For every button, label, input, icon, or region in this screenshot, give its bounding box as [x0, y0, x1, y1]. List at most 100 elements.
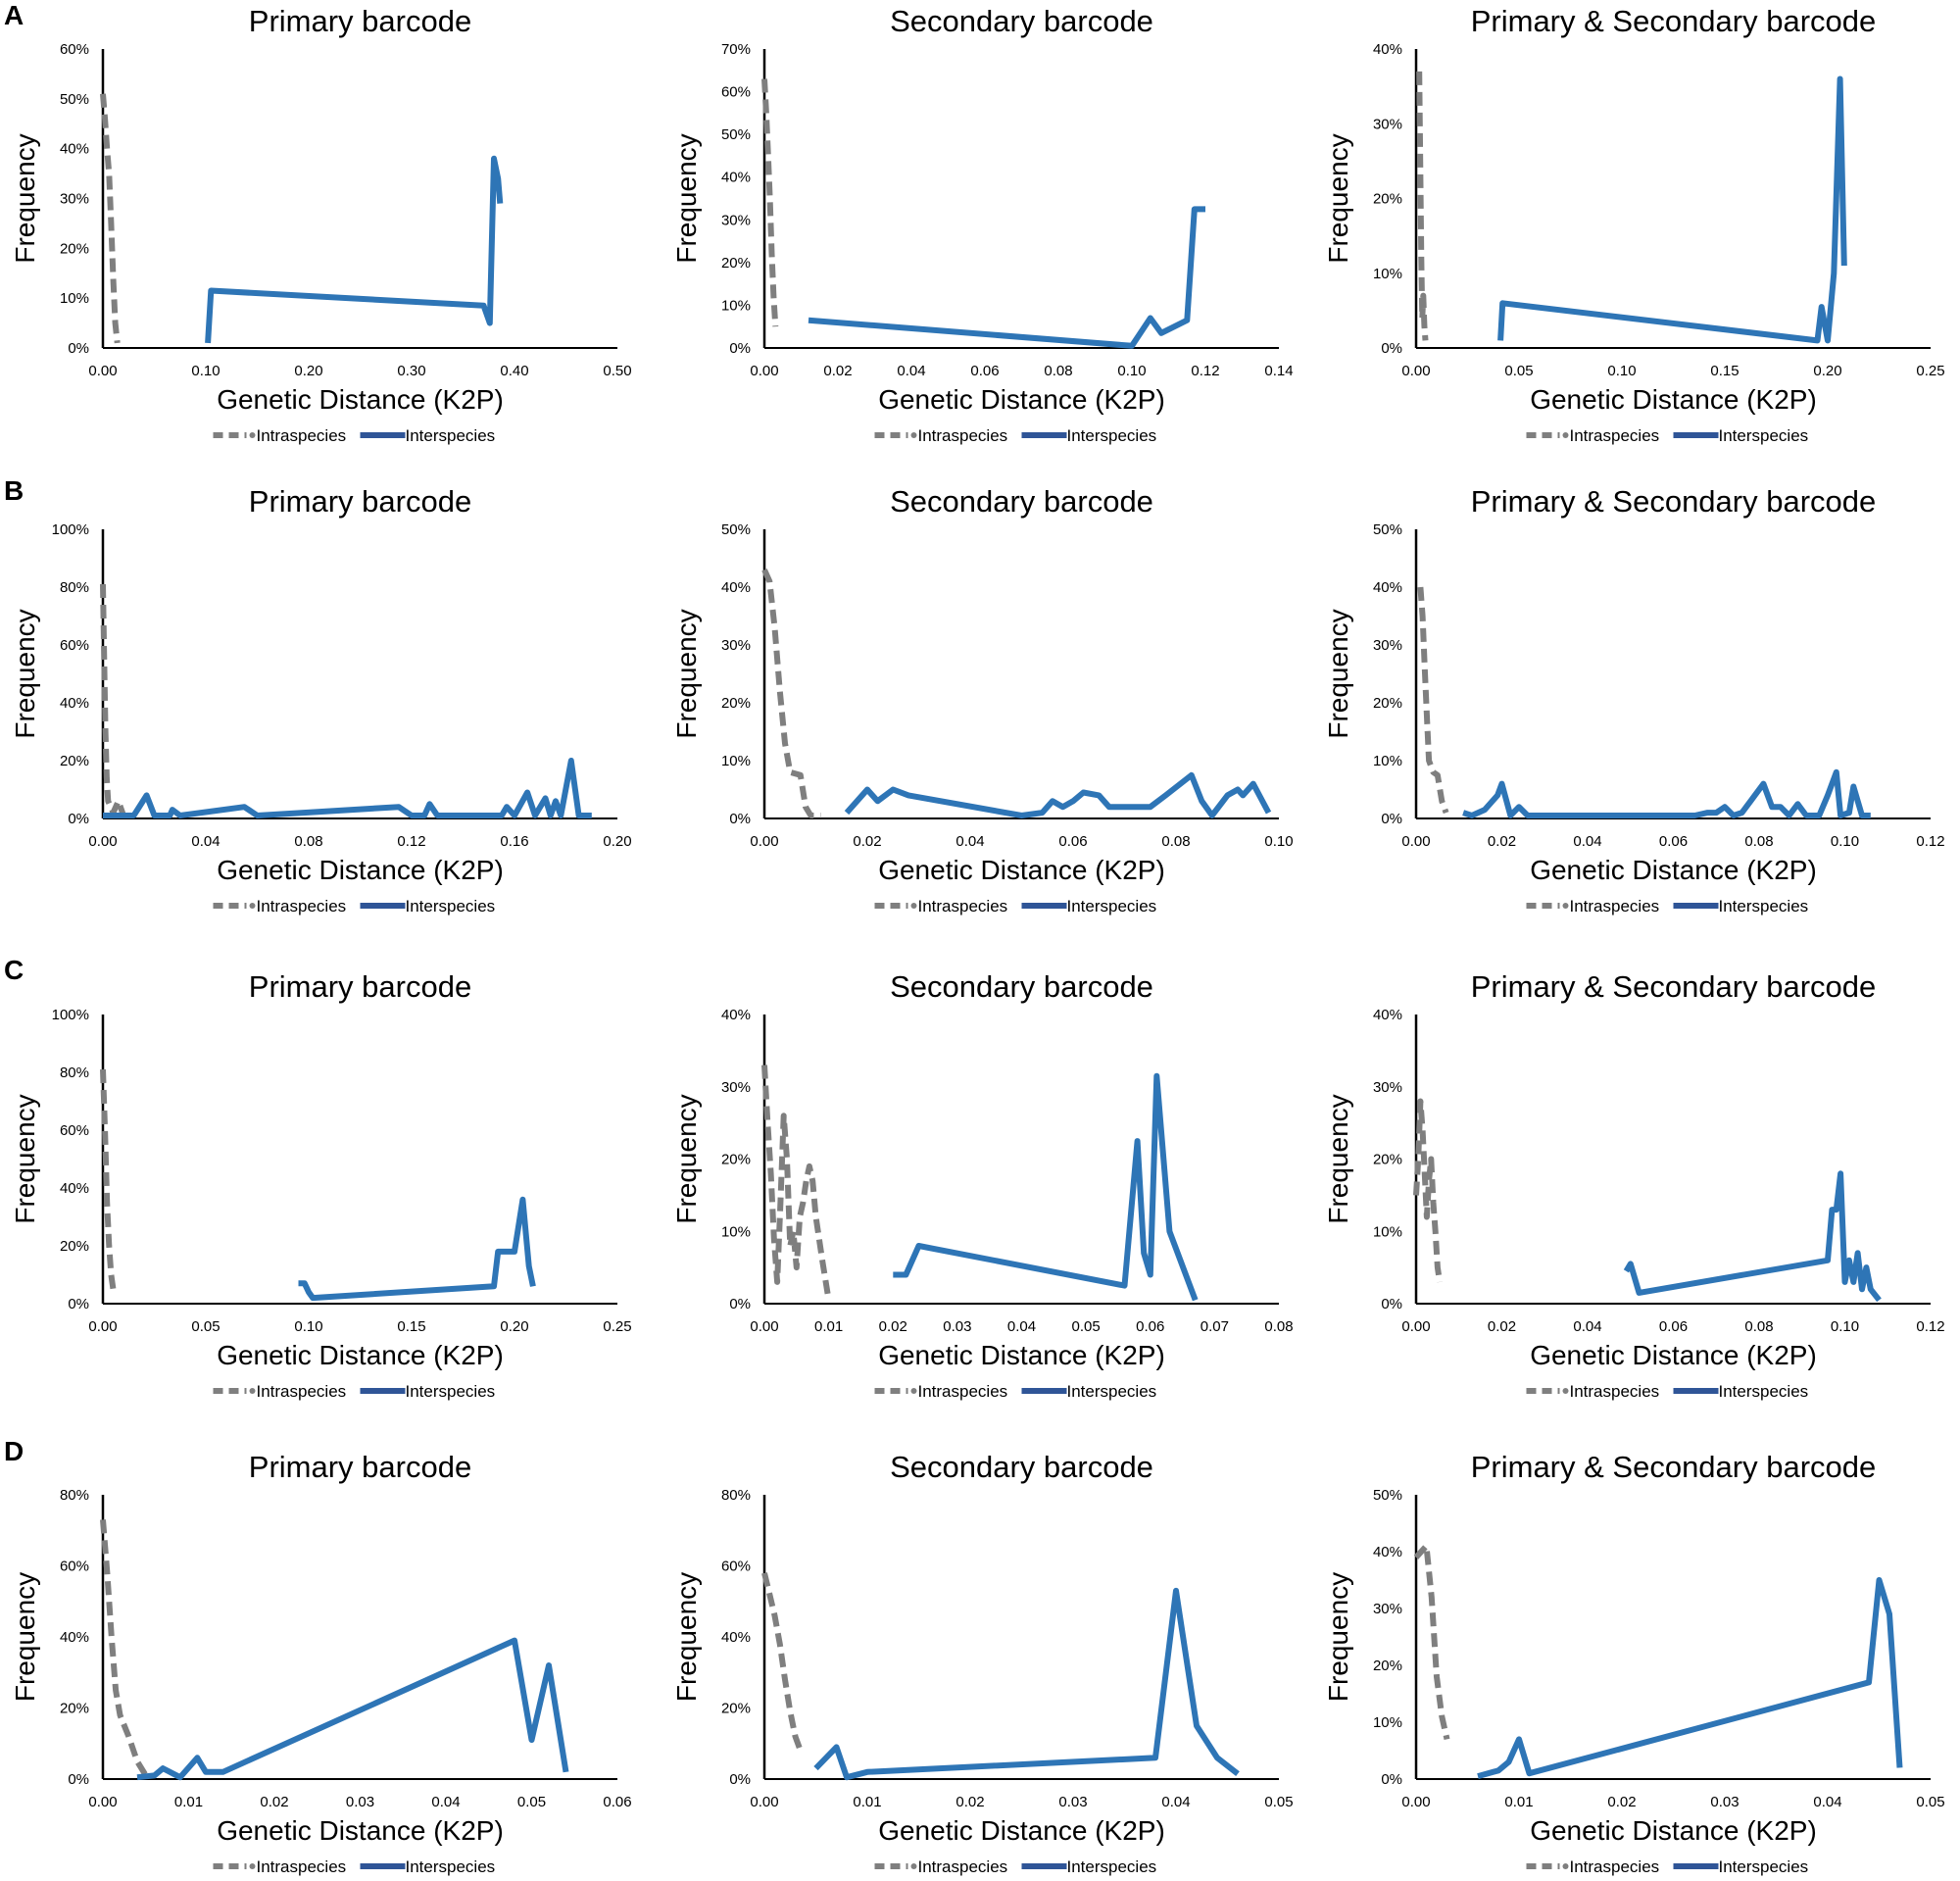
- x-tick-label: 0.00: [750, 1794, 778, 1810]
- legend-interspecies-label: Interspecies: [1067, 1857, 1157, 1876]
- chart-c-3: Primary & Secondary barcode 0% 10% 20% 30% 40…: [1323, 969, 1945, 1401]
- y-tick-label: 40%: [721, 1007, 751, 1023]
- x-tick-label: 0.08: [1044, 363, 1072, 379]
- x-tick-label: 0.01: [174, 1794, 203, 1810]
- y-tick-label: 20%: [60, 240, 89, 257]
- y-tick-label: 50%: [60, 91, 89, 108]
- chart-title: Primary & Secondary barcode: [1471, 484, 1877, 519]
- interspecies-line: [813, 1587, 1240, 1781]
- chart-title: Primary & Secondary barcode: [1471, 969, 1877, 1004]
- chart-title: Secondary barcode: [890, 969, 1153, 1004]
- y-axis-label: Frequency: [671, 1572, 702, 1702]
- x-tick-label: 0.05: [1504, 363, 1533, 379]
- intraspecies-line: [100, 583, 126, 817]
- y-tick-label: 10%: [721, 297, 751, 314]
- legend-intraspecies-marker: [249, 432, 256, 438]
- y-tick-label: 30%: [60, 191, 89, 208]
- intraspecies-line: [761, 1572, 804, 1753]
- x-tick-label: 0.00: [750, 833, 778, 850]
- x-tick-label: 0.05: [1916, 1794, 1944, 1810]
- x-tick-label: 0.10: [1831, 1318, 1859, 1335]
- x-axis-label: Genetic Distance (K2P): [878, 1815, 1165, 1846]
- legend-intraspecies-label: Intraspecies: [257, 897, 347, 916]
- y-tick-label: 100%: [52, 1007, 89, 1023]
- legend-intraspecies-marker: [1562, 903, 1569, 909]
- x-tick-label: 0.02: [1488, 1318, 1516, 1335]
- interspecies-line: [1462, 768, 1871, 818]
- x-tick-label: 0.08: [1744, 833, 1773, 850]
- x-tick-label: 0.01: [814, 1318, 843, 1335]
- x-tick-label: 0.03: [1058, 1794, 1087, 1810]
- x-tick-label: 0.25: [1916, 363, 1944, 379]
- y-tick-label: 80%: [60, 1487, 89, 1504]
- y-tick-label: 0%: [1381, 340, 1402, 357]
- y-tick-label: 10%: [721, 1223, 751, 1240]
- x-tick-label: 0.00: [750, 363, 778, 379]
- y-tick-label: 40%: [721, 170, 751, 186]
- legend-intraspecies-marker: [1562, 432, 1569, 438]
- y-tick-label: 20%: [60, 1238, 89, 1255]
- x-tick-label: 0.02: [1607, 1794, 1636, 1810]
- y-axis-label: Frequency: [10, 1572, 40, 1702]
- y-tick-label: 40%: [60, 695, 89, 712]
- y-tick-label: 80%: [60, 579, 89, 596]
- x-tick-label: 0.00: [1401, 833, 1430, 850]
- legend-interspecies-label: Interspecies: [1067, 426, 1157, 445]
- chart-title: Secondary barcode: [890, 4, 1153, 38]
- chart-title: Primary barcode: [249, 4, 471, 38]
- interspecies-line: [103, 758, 592, 818]
- y-tick-label: 40%: [60, 1180, 89, 1197]
- x-tick-label: 0.04: [1573, 833, 1601, 850]
- chart-title: Primary barcode: [249, 484, 471, 519]
- x-tick-label: 0.04: [1573, 1318, 1601, 1335]
- legend-interspecies-label: Interspecies: [1719, 1857, 1809, 1876]
- y-axis-label: Frequency: [1323, 1094, 1353, 1223]
- x-tick-label: 0.05: [1072, 1318, 1101, 1335]
- y-tick-label: 10%: [1373, 1223, 1402, 1240]
- x-tick-label: 0.12: [1191, 363, 1219, 379]
- y-tick-label: 20%: [721, 255, 751, 272]
- legend-intraspecies-label: Intraspecies: [257, 426, 347, 445]
- x-tick-label: 0.12: [397, 833, 425, 850]
- intraspecies-line: [100, 93, 121, 344]
- x-tick-label: 0.08: [1744, 1318, 1773, 1335]
- y-tick-label: 30%: [1373, 1601, 1402, 1617]
- x-axis-label: Genetic Distance (K2P): [878, 384, 1165, 415]
- x-axis-label: Genetic Distance (K2P): [217, 1340, 504, 1370]
- x-tick-label: 0.20: [500, 1318, 528, 1335]
- y-tick-label: 60%: [60, 1559, 89, 1575]
- legend-intraspecies-label: Intraspecies: [257, 1382, 347, 1401]
- y-tick-label: 60%: [721, 84, 751, 101]
- y-tick-label: 80%: [721, 1487, 751, 1504]
- chart-title: Secondary barcode: [890, 1450, 1153, 1484]
- x-axis-label: Genetic Distance (K2P): [1530, 384, 1817, 415]
- chart-a-2: Secondary barcode 0% 10% 20% 30% 40% 50% 60% 70%…: [671, 4, 1294, 445]
- x-tick-label: 0.02: [853, 833, 881, 850]
- y-tick-label: 20%: [721, 1152, 751, 1168]
- chart-d-2: Secondary barcode 0% 20% 40% 60% 80% 0.00 0.01 0…: [671, 1450, 1294, 1876]
- legend-interspecies-label: Interspecies: [406, 1382, 496, 1401]
- y-tick-label: 20%: [60, 1701, 89, 1717]
- y-axis-label: Frequency: [671, 609, 702, 738]
- legend-intraspecies-marker: [910, 903, 917, 909]
- x-axis-label: Genetic Distance (K2P): [878, 855, 1165, 885]
- y-tick-label: 0%: [1381, 1771, 1402, 1788]
- legend-intraspecies-label: Intraspecies: [918, 426, 1008, 445]
- y-tick-label: 60%: [60, 41, 89, 58]
- legend-interspecies-label: Interspecies: [1719, 426, 1809, 445]
- interspecies-line: [1497, 75, 1847, 344]
- x-tick-label: 0.02: [260, 1794, 288, 1810]
- x-tick-label: 0.05: [517, 1794, 546, 1810]
- x-tick-label: 0.12: [1916, 1318, 1944, 1335]
- legend-intraspecies-label: Intraspecies: [257, 1857, 347, 1876]
- x-tick-label: 0.05: [191, 1318, 220, 1335]
- x-tick-label: 0.10: [1264, 833, 1293, 850]
- chart-b-2: Secondary barcode 0% 10% 20% 30% 40% 50% 0.00 0.…: [671, 484, 1294, 916]
- y-tick-label: 40%: [1373, 1007, 1402, 1023]
- y-tick-label: 80%: [60, 1064, 89, 1081]
- x-axis-label: Genetic Distance (K2P): [878, 1340, 1165, 1370]
- chart-title: Primary barcode: [249, 1450, 471, 1484]
- chart-title: Primary barcode: [249, 969, 471, 1004]
- y-tick-label: 0%: [1381, 811, 1402, 827]
- row-label-c: C: [4, 955, 24, 985]
